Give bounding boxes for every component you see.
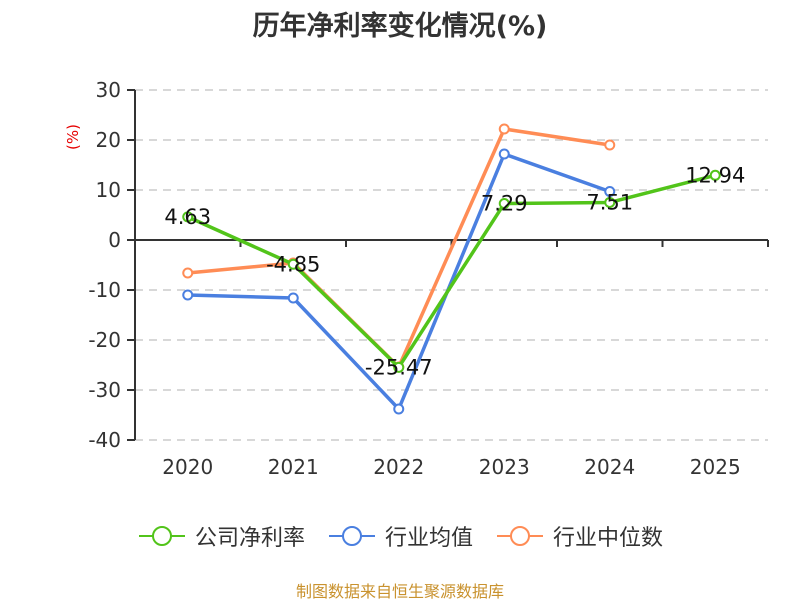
y-tick-label: -30 — [88, 378, 121, 402]
y-tick-label: 0 — [108, 228, 121, 252]
legend-label: 行业中位数 — [553, 526, 664, 551]
data-label: -25.47 — [365, 355, 433, 379]
data-labels: 4.63 -4.85 -25.47 7.29 7.51 12.94 — [164, 163, 745, 379]
legend-label: 公司净利率 — [194, 526, 305, 551]
data-label: -4.85 — [266, 252, 320, 276]
legend-item-industry-avg[interactable]: 行业均值 — [327, 520, 473, 552]
axes: 30 20 10 0 -10 -20 -30 -40 2020 2021 2022 2023 2024 2… — [88, 78, 769, 479]
x-tick-label: 2020 — [162, 455, 213, 479]
legend-item-industry-median[interactable]: 行业中位数 — [495, 520, 663, 552]
y-tick-label: -10 — [88, 278, 121, 302]
x-tick-label: 2021 — [268, 455, 319, 479]
data-label: 4.63 — [164, 205, 211, 229]
data-label: 7.51 — [586, 190, 633, 214]
y-tick-label: 30 — [96, 78, 121, 102]
legend-marker-icon — [138, 526, 185, 546]
y-tick-label: -40 — [88, 428, 121, 452]
legend: 公司净利率 行业均值 行业中位数 — [0, 520, 800, 552]
legend-marker-icon — [497, 526, 543, 546]
series-lines — [182, 123, 721, 415]
y-tick-label: 10 — [96, 178, 121, 202]
data-label: 7.29 — [481, 192, 528, 216]
legend-item-company[interactable]: 公司净利率 — [137, 520, 305, 552]
data-label: 12.94 — [685, 163, 745, 187]
x-tick-label: 2025 — [690, 455, 741, 479]
legend-marker-icon — [328, 526, 375, 546]
y-tick-label: -20 — [88, 328, 121, 352]
legend-label: 行业均值 — [384, 526, 473, 551]
x-tick-label: 2023 — [479, 455, 530, 479]
source-footer: 制图数据来自恒生聚源数据库 — [295, 582, 504, 601]
chart-title: 历年净利率变化情况(%) — [252, 11, 548, 42]
x-tick-label: 2022 — [373, 455, 424, 479]
grid-lines — [135, 89, 768, 441]
x-tick-label: 2024 — [584, 455, 635, 479]
y-tick-label: 20 — [96, 128, 121, 152]
